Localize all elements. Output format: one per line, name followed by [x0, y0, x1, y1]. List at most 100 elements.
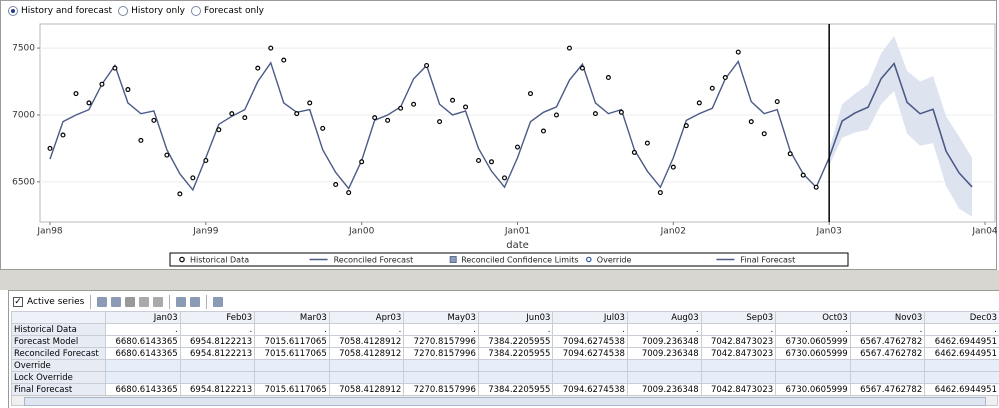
- table-cell[interactable]: [477, 371, 554, 384]
- table-cell[interactable]: 6954.8122213: [179, 347, 256, 360]
- tool-icon[interactable]: [139, 297, 150, 307]
- data-point: [540, 128, 546, 134]
- table-cell[interactable]: .: [775, 323, 851, 336]
- table-cell[interactable]: 6462.6944951: [924, 335, 999, 348]
- table-cell[interactable]: 7015.6117065: [254, 383, 330, 396]
- table-cell[interactable]: 7009.236348: [626, 347, 702, 360]
- table-cell[interactable]: 6567.4762782: [849, 335, 926, 348]
- data-point: [618, 109, 624, 115]
- table-cell[interactable]: 6680.6143365: [105, 383, 181, 396]
- tool-icon[interactable]: [153, 297, 164, 307]
- table-cell[interactable]: .: [924, 323, 999, 336]
- table-cell[interactable]: .: [626, 323, 702, 336]
- table-cell[interactable]: .: [552, 323, 628, 336]
- table-cell[interactable]: 6954.8122213: [179, 335, 256, 348]
- table-cell[interactable]: 7058.4128912: [328, 383, 405, 396]
- data-point: [566, 45, 572, 51]
- table-cell[interactable]: 7384.2205955: [477, 335, 554, 348]
- table-cell[interactable]: .: [254, 323, 330, 336]
- table-cell[interactable]: [626, 371, 702, 384]
- table-cell[interactable]: 7270.8157996: [403, 383, 479, 396]
- table-cell[interactable]: .: [328, 323, 405, 336]
- table-cell[interactable]: 7094.6274538: [552, 335, 628, 348]
- splitter[interactable]: [0, 270, 999, 290]
- table-cell[interactable]: 7384.2205955: [477, 347, 554, 360]
- table-cell[interactable]: 7042.8473023: [700, 347, 777, 360]
- table-cell[interactable]: [552, 359, 628, 372]
- table-cell[interactable]: [700, 359, 777, 372]
- table-cell[interactable]: 7015.6117065: [254, 347, 330, 360]
- table-cell[interactable]: 6567.4762782: [849, 383, 926, 396]
- table-cell[interactable]: 7094.6274538: [552, 347, 628, 360]
- table-cell[interactable]: [700, 371, 777, 384]
- table-cell[interactable]: [254, 371, 330, 384]
- table-cell[interactable]: 6954.8122213: [179, 383, 256, 396]
- table-cell[interactable]: [849, 371, 926, 384]
- table-cell[interactable]: 7042.8473023: [700, 383, 777, 396]
- radio-option[interactable]: History and forecast: [8, 6, 112, 16]
- table-cell[interactable]: 6462.6944951: [924, 383, 999, 396]
- data-point: [527, 91, 533, 97]
- table-cell[interactable]: 6730.0605999: [775, 335, 851, 348]
- radio-button[interactable]: [118, 6, 129, 16]
- table-cell[interactable]: [105, 359, 181, 372]
- table-cell[interactable]: 7009.236348: [626, 383, 702, 396]
- radio-option[interactable]: Forecast only: [191, 6, 264, 16]
- legend-label: Override: [597, 256, 632, 265]
- table-cell[interactable]: [328, 371, 405, 384]
- table-cell[interactable]: 6462.6944951: [924, 347, 999, 360]
- data-point: [320, 125, 326, 131]
- table-cell[interactable]: [849, 359, 926, 372]
- tool-icon[interactable]: [97, 297, 108, 307]
- table-cell[interactable]: .: [403, 323, 479, 336]
- table-cell[interactable]: 7270.8157996: [403, 335, 479, 348]
- column-header: Sep03: [700, 311, 777, 324]
- table-cell[interactable]: [403, 359, 479, 372]
- table-cell[interactable]: [254, 359, 330, 372]
- radio-option[interactable]: History only: [118, 6, 185, 16]
- data-point: [242, 115, 248, 121]
- table-cell[interactable]: [328, 359, 405, 372]
- active-series-checkbox[interactable]: ✓: [13, 297, 23, 307]
- table-cell[interactable]: [924, 359, 999, 372]
- radio-button[interactable]: [191, 6, 201, 16]
- table-cell[interactable]: [626, 359, 702, 372]
- table-cell[interactable]: 7042.8473023: [700, 335, 777, 348]
- tool-icon[interactable]: [125, 297, 136, 307]
- table-cell[interactable]: [775, 359, 851, 372]
- table-cell[interactable]: 6680.6143365: [105, 335, 181, 348]
- table-cell[interactable]: [552, 371, 628, 384]
- table-cell[interactable]: 6730.0605999: [775, 383, 851, 396]
- table-cell[interactable]: [924, 371, 999, 384]
- tool-icon[interactable]: [111, 297, 122, 307]
- y-tick-label: 6500: [12, 177, 35, 187]
- table-cell[interactable]: 6567.4762782: [849, 347, 926, 360]
- table-cell[interactable]: 7384.2205955: [477, 383, 554, 396]
- tool-icon[interactable]: [213, 297, 224, 307]
- table-cell[interactable]: [775, 371, 851, 384]
- table-cell[interactable]: .: [700, 323, 777, 336]
- radio-button[interactable]: [8, 6, 18, 16]
- table-cell[interactable]: 7058.4128912: [328, 347, 405, 360]
- data-point: [450, 97, 456, 103]
- table-cell[interactable]: [179, 371, 256, 384]
- scroll-thumb[interactable]: [24, 397, 986, 406]
- table-cell[interactable]: 7058.4128912: [328, 335, 405, 348]
- table-cell[interactable]: 7270.8157996: [403, 347, 479, 360]
- table-cell[interactable]: 7009.236348: [626, 335, 702, 348]
- table-cell[interactable]: [477, 359, 554, 372]
- horizontal-scrollbar[interactable]: [11, 395, 998, 406]
- table-cell[interactable]: [403, 371, 479, 384]
- table-cell[interactable]: .: [105, 323, 181, 336]
- table-cell[interactable]: .: [849, 323, 926, 336]
- table-cell[interactable]: 7015.6117065: [254, 335, 330, 348]
- table-cell[interactable]: 6730.0605999: [775, 347, 851, 360]
- table-cell[interactable]: .: [477, 323, 554, 336]
- table-cell[interactable]: [105, 371, 181, 384]
- table-cell[interactable]: 6680.6143365: [105, 347, 181, 360]
- table-cell[interactable]: [179, 359, 256, 372]
- tool-icon[interactable]: [190, 297, 201, 307]
- table-cell[interactable]: 7094.6274538: [552, 383, 628, 396]
- table-cell[interactable]: .: [179, 323, 256, 336]
- tool-icon[interactable]: [176, 297, 187, 307]
